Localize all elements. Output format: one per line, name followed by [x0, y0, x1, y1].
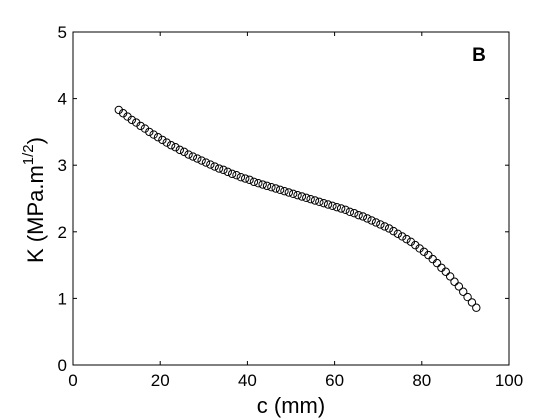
data-point [380, 222, 389, 231]
data-point [371, 218, 381, 227]
data-point [445, 272, 455, 281]
data-point [267, 182, 276, 192]
data-point [459, 287, 468, 296]
data-point [149, 130, 158, 139]
data-point [319, 198, 328, 208]
data-point [437, 263, 446, 272]
x-tick-label: 80 [412, 371, 431, 390]
y-tick-label: 2 [58, 223, 67, 242]
data-point [354, 210, 363, 220]
data-point [262, 181, 272, 191]
data-point [432, 258, 442, 268]
data-point [472, 303, 481, 312]
data-point [271, 184, 280, 193]
data-point [127, 115, 137, 125]
data-point [441, 267, 450, 276]
panel-label: B [472, 45, 486, 66]
data-point [376, 220, 385, 229]
data-point [306, 194, 315, 204]
y-axis-label-main: K (MPa.m [23, 165, 48, 263]
data-point [254, 178, 263, 188]
data-point [315, 197, 324, 207]
data-point [188, 152, 198, 161]
data-point [145, 127, 154, 137]
data-point [323, 200, 333, 209]
data-point [184, 150, 193, 159]
data-point [219, 165, 228, 175]
data-point [206, 160, 215, 169]
data-point [158, 135, 167, 145]
data-point [336, 204, 346, 213]
data-point [275, 185, 285, 195]
data-point [249, 177, 259, 187]
data-point [454, 282, 464, 291]
data-point [175, 145, 185, 155]
data-point [428, 254, 437, 264]
y-tick-label: 5 [58, 23, 67, 42]
data-point [210, 162, 219, 171]
y-axis-label-close: ) [23, 137, 48, 144]
y-tick-label: 3 [58, 156, 67, 175]
data-point [297, 192, 307, 201]
data-point [345, 207, 355, 217]
data-point [450, 277, 459, 286]
data-point [463, 292, 472, 302]
data-point [193, 154, 202, 163]
data-point [397, 232, 407, 241]
data-point [171, 143, 180, 152]
data-point [350, 208, 359, 218]
data-point [166, 141, 176, 150]
data-point [245, 175, 254, 185]
data-point [280, 186, 289, 196]
x-tick-label: 100 [495, 371, 523, 390]
tick-labels: 0 20 40 60 80 100 0 1 2 3 4 5 [58, 23, 524, 390]
data-point [367, 216, 376, 225]
data-points [114, 105, 481, 312]
data-point [136, 121, 145, 131]
data-point [214, 164, 224, 173]
data-point [288, 189, 298, 199]
data-point [201, 158, 211, 167]
data-point [384, 224, 394, 233]
data-point [341, 205, 350, 215]
x-tick-label: 40 [238, 371, 257, 390]
x-tick-label: 0 [68, 371, 77, 390]
data-point [389, 226, 398, 236]
data-point [179, 147, 189, 157]
data-point [227, 169, 237, 179]
plot-area-frame [72, 31, 510, 366]
x-tick-label: 20 [151, 371, 170, 390]
y-tick-label: 4 [58, 90, 67, 109]
axis-ticks [72, 31, 510, 366]
data-point [236, 172, 246, 182]
data-point [402, 234, 411, 244]
data-point [153, 133, 163, 142]
x-axis-label: c (mm) [257, 393, 325, 418]
data-point [232, 170, 241, 180]
data-point [393, 229, 403, 238]
data-point [363, 214, 372, 223]
data-point [241, 174, 250, 183]
data-point [258, 180, 267, 189]
data-point [162, 138, 171, 147]
data-point [467, 298, 477, 307]
data-point [293, 190, 302, 200]
data-point [328, 201, 337, 211]
y-tick-label: 1 [58, 289, 67, 308]
data-point [358, 212, 368, 221]
data-point [332, 202, 341, 212]
x-tick-label: 60 [325, 371, 344, 390]
data-point [302, 193, 311, 203]
data-point [197, 156, 206, 165]
y-axis-label: K (MPa.m1/2) [20, 137, 48, 263]
data-point [284, 188, 294, 197]
data-point [310, 196, 320, 205]
data-point [223, 167, 232, 177]
y-axis-label-superscript: 1/2 [20, 144, 37, 165]
y-tick-label: 0 [58, 356, 67, 375]
